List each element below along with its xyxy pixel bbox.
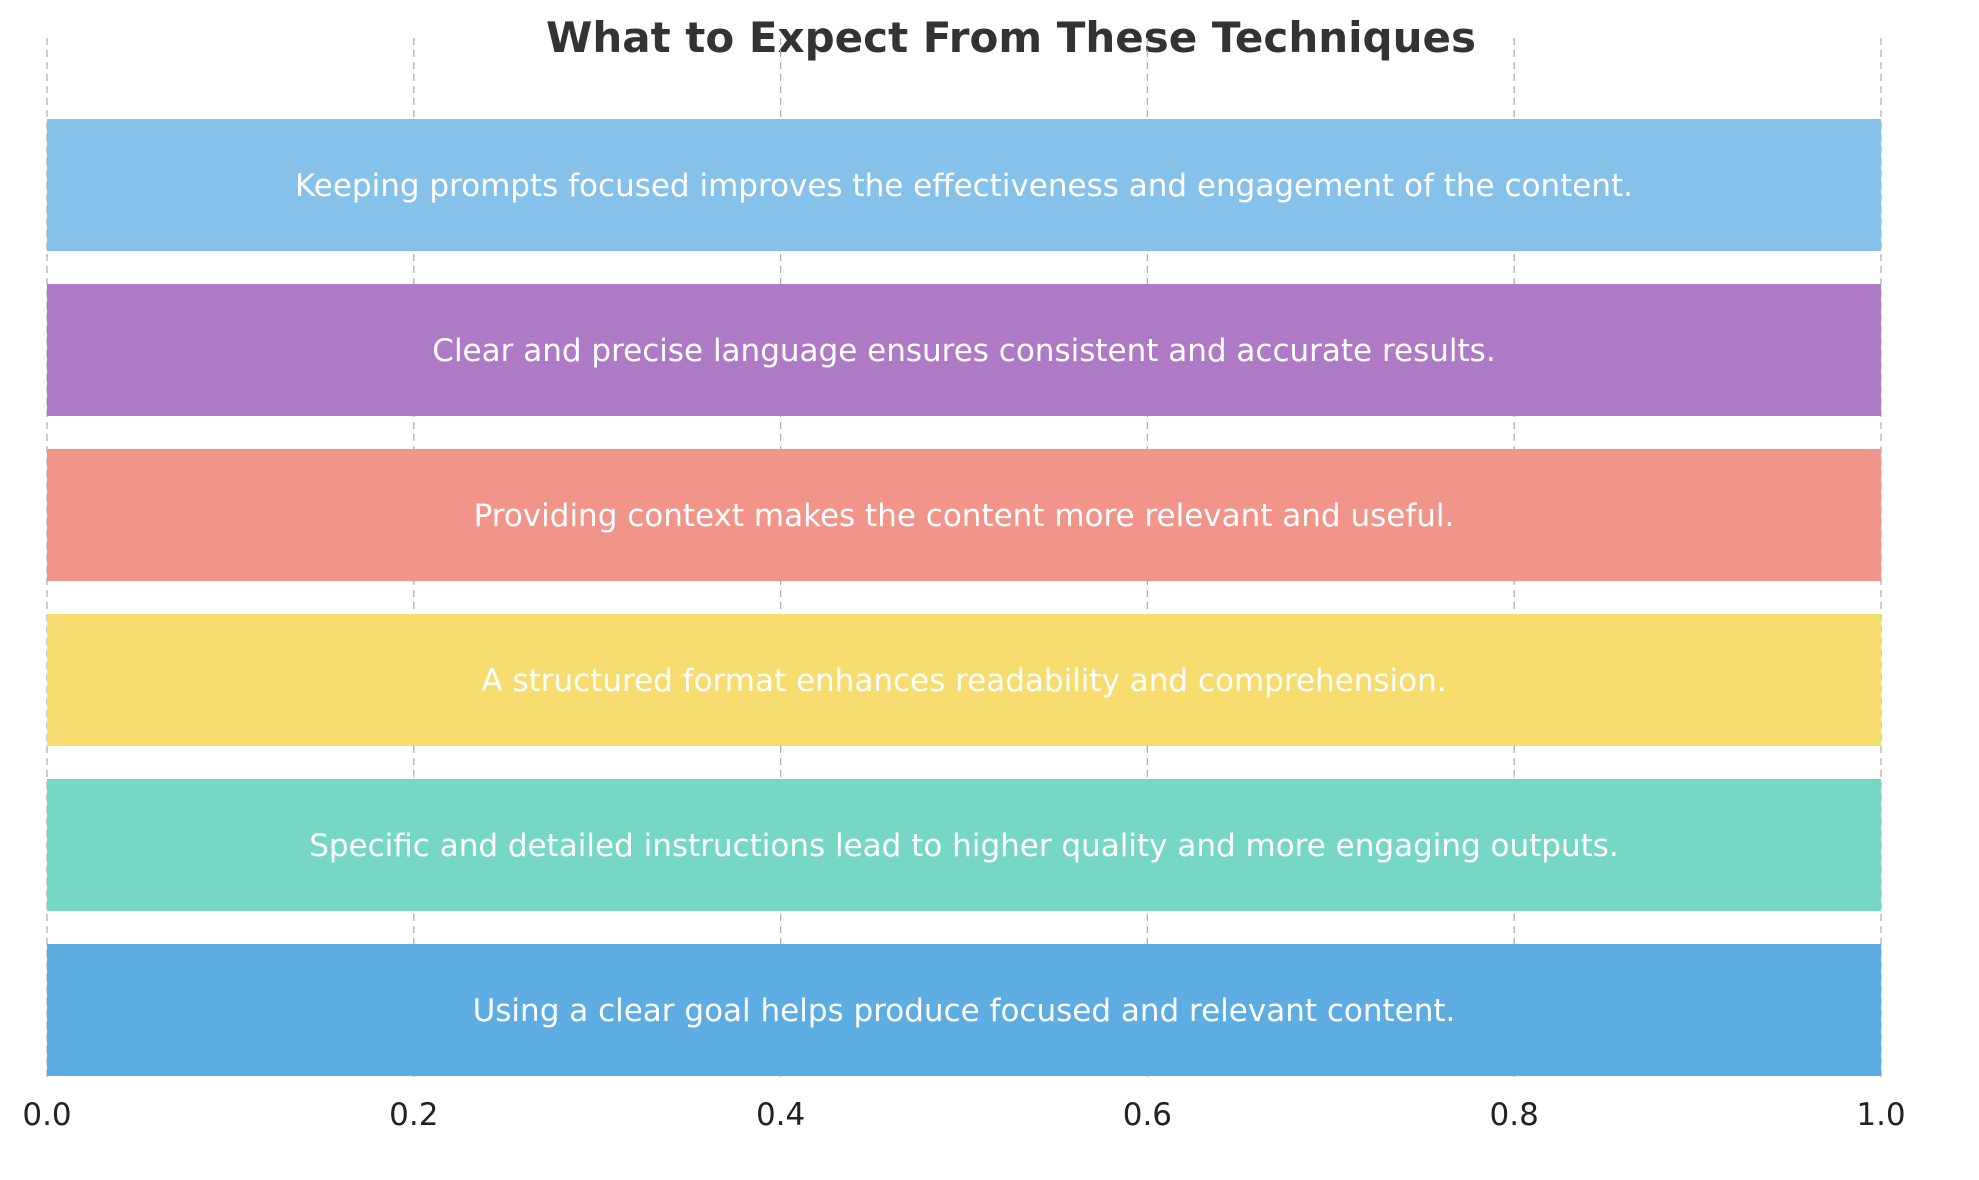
bar-label: Specific and detailed instructions lead … xyxy=(309,828,1619,864)
bar-label: Using a clear goal helps produce focused… xyxy=(473,993,1456,1029)
bar xyxy=(47,944,1881,1076)
x-axis-ticks: 0.0 0.2 0.4 0.6 0.8 1.0 xyxy=(22,1097,1905,1133)
x-tick-label: 0.0 xyxy=(22,1097,71,1133)
chart-title: What to Expect From These Techniques xyxy=(546,13,1476,62)
bars xyxy=(47,119,1881,1076)
x-tick-label: 0.4 xyxy=(756,1097,805,1133)
x-tick-label: 0.6 xyxy=(1123,1097,1172,1133)
bar xyxy=(47,119,1881,251)
x-tick-label: 0.8 xyxy=(1490,1097,1539,1133)
x-tick-label: 0.2 xyxy=(389,1097,438,1133)
bar-label: Providing context makes the content more… xyxy=(474,498,1455,534)
x-tick-label: 1.0 xyxy=(1856,1097,1905,1133)
bar-label: A structured format enhances readability… xyxy=(481,663,1446,699)
bar xyxy=(47,779,1881,911)
bar-label: Clear and precise language ensures consi… xyxy=(432,333,1495,369)
bar-labels: Using a clear goal helps produce focused… xyxy=(295,168,1633,1029)
bar xyxy=(47,614,1881,746)
bar xyxy=(47,449,1881,581)
bar-label: Keeping prompts focused improves the eff… xyxy=(295,168,1633,204)
bar xyxy=(47,284,1881,416)
